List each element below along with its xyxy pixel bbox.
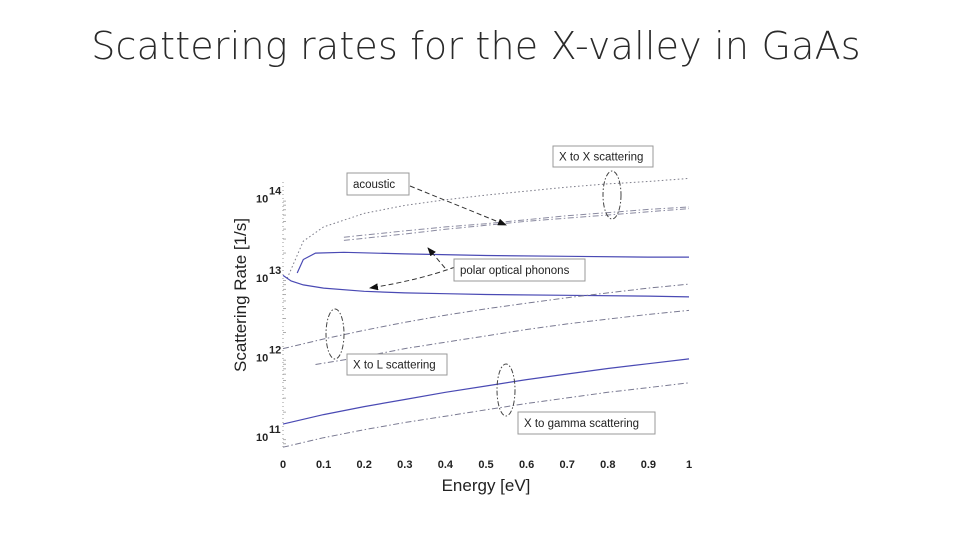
annotation-polar-optical-phonons: polar optical phonons (453, 258, 586, 282)
x-to-gamma-ellipse (496, 363, 516, 417)
y-tick-label: 10 (256, 193, 268, 205)
x-tick-label: 0.8 (600, 459, 615, 471)
series-2-line (343, 208, 690, 241)
x-to-l-ellipse (325, 308, 345, 360)
series-0-line (286, 177, 690, 279)
x-tick-label: 0.6 (519, 459, 534, 471)
annotation-box (517, 411, 656, 435)
x-tick-label: 0.3 (397, 459, 412, 471)
y-tick-exponent: 14 (269, 185, 282, 197)
axis-ticks (282, 182, 286, 448)
annotation-box (453, 258, 586, 282)
series-8-line (282, 382, 690, 448)
x-tick-label: 0.2 (357, 459, 372, 471)
series-4-line (282, 274, 690, 298)
y-tick-exponent: 12 (269, 345, 281, 357)
acoustic-arrow (409, 185, 507, 226)
annotation-x-to-l: X to L scattering (346, 353, 448, 376)
annotation-label: X to X scattering (559, 152, 643, 164)
series-3-line (296, 251, 689, 274)
annotation-box (346, 172, 410, 196)
annotation-box (552, 145, 654, 168)
polar-absorption-arrow (369, 266, 456, 291)
y-tick-label: 10 (256, 432, 268, 444)
x-tick-label: 1 (686, 459, 692, 471)
polar-emission-arrow (427, 247, 446, 269)
x-tick-label: 0.9 (641, 459, 656, 471)
annotation-label: X to L scattering (353, 360, 436, 372)
annotation-layer: acoustic X to X scattering polar optical p… (346, 145, 656, 435)
y-tick-label: 10 (256, 353, 268, 365)
x-tick-label: 0 (280, 459, 286, 471)
x-tick-label: 0.4 (438, 459, 454, 471)
arrow-layer (369, 185, 507, 291)
annotation-label: acoustic (353, 179, 395, 191)
x-tick-label: 0.1 (316, 459, 331, 471)
annotation-label: polar optical phonons (460, 265, 570, 277)
slide-title: Scattering rates for the X-valley in GaA… (91, 24, 861, 68)
x-to-x-ellipse (602, 170, 622, 220)
annotation-x-to-gamma: X to gamma scattering (517, 411, 656, 435)
ellipse-layer (325, 170, 622, 417)
x-tick-label: 0.5 (478, 459, 493, 471)
x-axis-title: Energy [eV] (442, 476, 531, 495)
series-layer (282, 177, 690, 448)
annotation-x-to-x: X to X scattering (552, 145, 654, 168)
annotation-box (346, 353, 448, 376)
y-tick-label: 10 (256, 273, 268, 285)
series-6-line (315, 309, 690, 365)
y-tick-exponent: 11 (269, 424, 281, 436)
x-tick-label: 0.7 (560, 459, 575, 471)
series-1-line (343, 206, 690, 238)
label-layer: 0 0.1 0.2 0.3 0.4 0.5 0.6 0.7 0.8 0.9 110141013101… (231, 185, 692, 495)
annotation-acoustic: acoustic (346, 172, 410, 196)
series-7-line (282, 358, 690, 425)
series-5-line (282, 283, 690, 350)
annotation-label: X to gamma scattering (524, 418, 639, 430)
y-axis-title: Scattering Rate [1/s] (231, 218, 250, 372)
y-tick-exponent: 13 (269, 265, 281, 277)
